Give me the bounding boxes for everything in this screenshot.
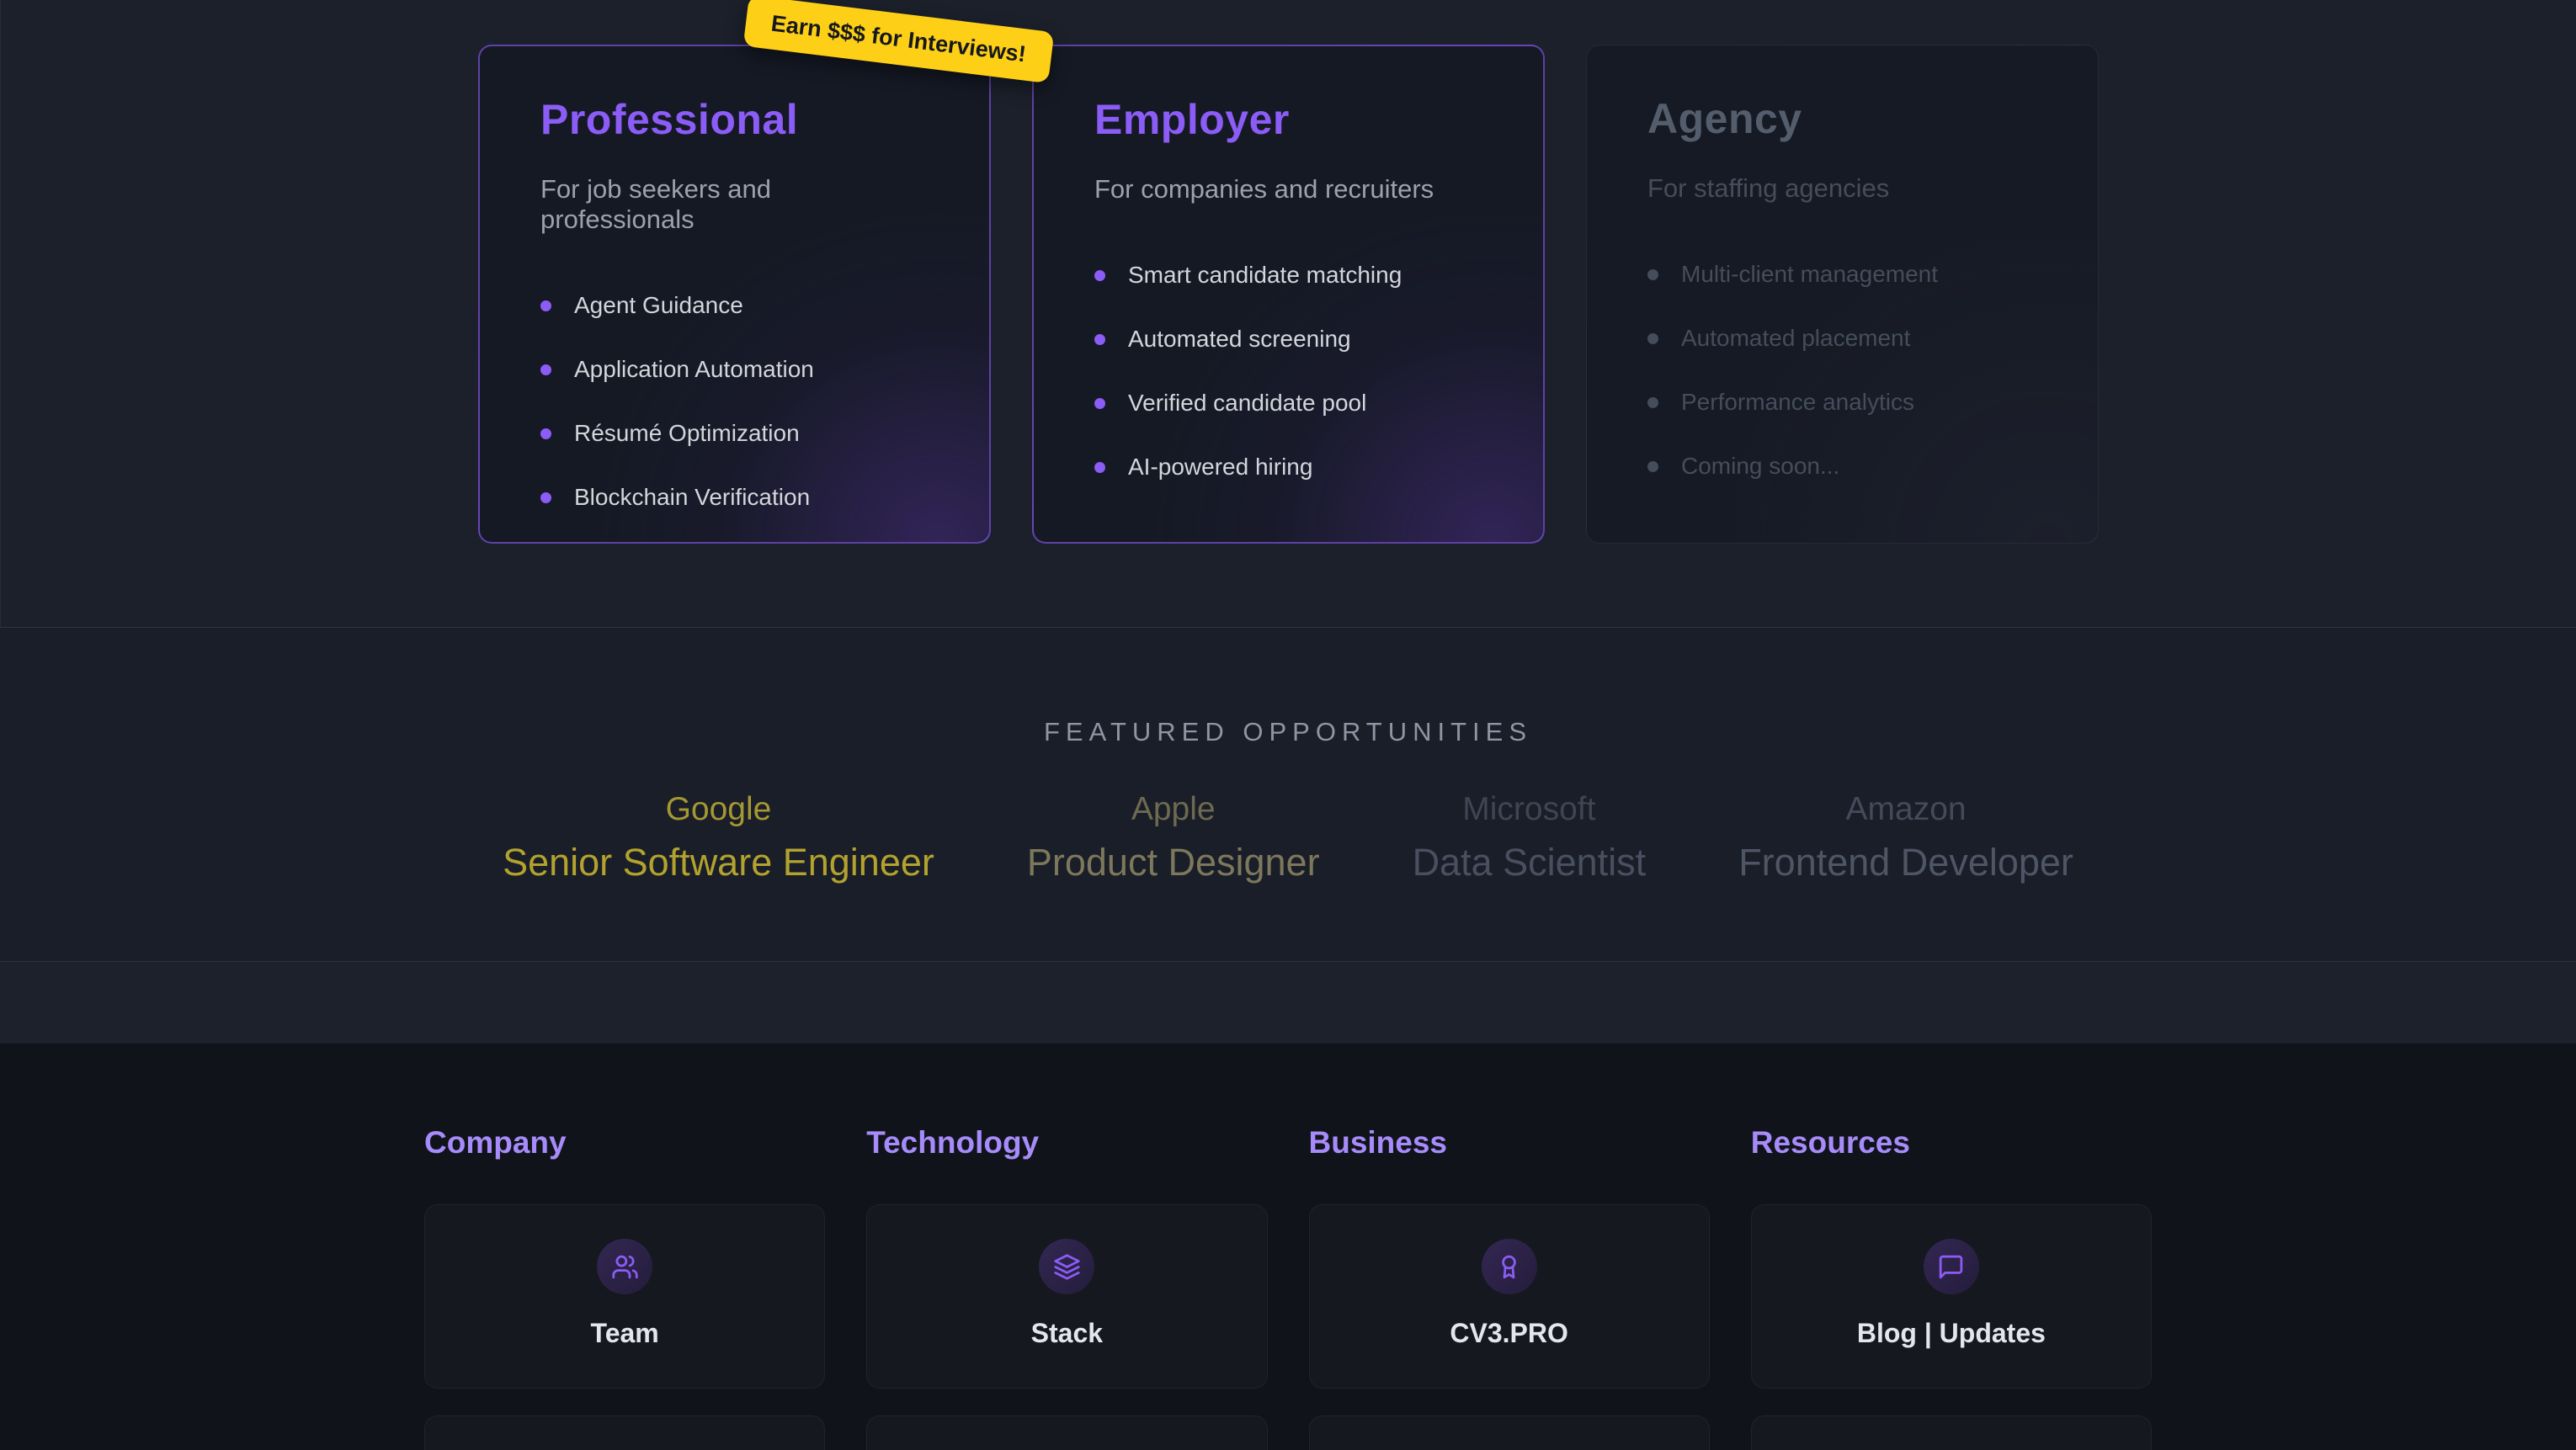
footer-column-company: Company Team [424, 1125, 826, 1450]
plan-card-agency: Agency For staffing agencies Multi-clien… [1586, 45, 2099, 544]
job-title: Data Scientist [1412, 841, 1647, 884]
footer-column-technology: Technology Stack [866, 1125, 1268, 1450]
bullet-dot-icon [540, 428, 551, 439]
plan-feature-item: Automated screening [1094, 326, 1482, 353]
plan-title: Professional [540, 96, 799, 143]
plan-feature-label: Agent Guidance [574, 292, 743, 318]
footer-grid: Company Team Technology Stack [424, 1125, 2152, 1450]
layers-icon [1039, 1239, 1095, 1294]
plan-feature-label: Verified candidate pool [1128, 390, 1367, 416]
featured-job-apple[interactable]: Apple Product Designer [1027, 791, 1320, 884]
featured-jobs-carousel: Google Senior Software Engineer Apple Pr… [0, 791, 2576, 884]
plan-feature-item: Application Automation [540, 356, 929, 383]
footer-column-resources: Resources Blog | Updates [1750, 1125, 2152, 1450]
footer-column-heading: Technology [866, 1125, 1040, 1160]
users-icon [597, 1239, 653, 1294]
footer-card-label: Blog | Updates [1856, 1318, 2046, 1348]
divider-band [0, 961, 2576, 1044]
plan-feature-item: Blockchain Verification [540, 484, 929, 511]
bullet-dot-icon [1094, 397, 1105, 409]
plan-feature-label: Smart candidate matching [1128, 262, 1402, 288]
plan-feature-item: Résumé Optimization [540, 420, 929, 447]
plan-card-employer[interactable]: Employer For companies and recruiters Sm… [1032, 45, 1545, 544]
bullet-dot-icon [540, 364, 551, 375]
featured-opportunities-section: FEATURED OPPORTUNITIES Google Senior Sof… [0, 627, 2576, 961]
bullet-dot-icon [1094, 269, 1105, 281]
plan-feature-item: Verified candidate pool [1094, 390, 1482, 417]
plan-feature-label: Coming soon... [1681, 453, 1840, 479]
plan-feature-label: Automated screening [1128, 326, 1351, 352]
footer-card-label: CV3.PRO [1450, 1318, 1568, 1348]
plan-feature-label: AI-powered hiring [1128, 454, 1313, 480]
featured-job-google[interactable]: Google Senior Software Engineer [503, 791, 934, 884]
job-company: Google [665, 791, 772, 827]
bullet-dot-icon [1647, 396, 1658, 408]
plans-row: Professional For job seekers and profess… [1, 0, 2576, 544]
footer-column-heading: Business [1308, 1125, 1448, 1160]
plan-feature-list: Agent Guidance Application Automation Ré… [540, 292, 929, 511]
plan-title: Employer [1094, 96, 1290, 143]
plan-subtitle: For job seekers and professionals [540, 174, 771, 234]
footer-card-partial[interactable] [866, 1415, 1268, 1450]
plan-feature-label: Performance analytics [1681, 389, 1915, 415]
job-title: Frontend Developer [1738, 841, 2073, 884]
featured-job-microsoft[interactable]: Microsoft Data Scientist [1413, 791, 1647, 884]
bullet-dot-icon [1094, 333, 1105, 345]
featured-job-amazon[interactable]: Amazon Frontend Developer [1738, 791, 2073, 884]
award-icon [1481, 1239, 1537, 1294]
plan-title: Agency [1647, 95, 1802, 142]
plan-subtitle: For companies and recruiters [1094, 174, 1434, 204]
plan-feature-label: Blockchain Verification [574, 484, 811, 510]
plan-feature-item: Smart candidate matching [1094, 262, 1482, 289]
plan-feature-item: Agent Guidance [540, 292, 929, 319]
job-title: Senior Software Engineer [503, 841, 934, 884]
site-footer: Company Team Technology Stack [0, 1044, 2576, 1450]
pricing-section: Earn $$$ for Interviews! Professional Fo… [0, 0, 2576, 627]
footer-card-partial[interactable] [424, 1415, 826, 1450]
footer-column-heading: Resources [1750, 1125, 1910, 1160]
plan-feature-item: Coming soon... [1647, 453, 2037, 480]
bullet-dot-icon [1647, 460, 1658, 472]
plan-feature-label: Application Automation [574, 356, 814, 382]
plan-feature-list: Smart candidate matching Automated scree… [1094, 262, 1482, 481]
plan-card-professional[interactable]: Professional For job seekers and profess… [478, 45, 991, 544]
plan-feature-list: Multi-client management Automated placem… [1647, 261, 2037, 480]
footer-column-heading: Company [424, 1125, 567, 1160]
job-title: Product Designer [1026, 841, 1320, 884]
footer-card-label: Stack [1030, 1318, 1104, 1348]
job-company: Apple [1131, 791, 1216, 827]
plan-feature-label: Automated placement [1681, 325, 1911, 351]
plan-feature-label: Résumé Optimization [574, 420, 800, 446]
job-company: Microsoft [1462, 791, 1596, 827]
bullet-dot-icon [1647, 332, 1658, 344]
bullet-dot-icon [540, 491, 551, 503]
footer-column-business: Business CV3.PRO [1308, 1125, 1710, 1450]
footer-card-cv3pro[interactable]: CV3.PRO [1308, 1204, 1710, 1389]
footer-card-label: Team [590, 1318, 659, 1348]
footer-card-team[interactable]: Team [424, 1204, 826, 1389]
bullet-dot-icon [540, 300, 551, 311]
featured-heading: FEATURED OPPORTUNITIES [1043, 717, 1532, 746]
plan-subtitle: For staffing agencies [1647, 173, 1890, 203]
job-company: Amazon [1845, 791, 1967, 827]
plan-feature-item: Performance analytics [1647, 389, 2037, 416]
footer-card-partial[interactable] [1750, 1415, 2152, 1450]
plan-feature-item: Multi-client management [1647, 261, 2037, 288]
footer-card-partial[interactable] [1308, 1415, 1710, 1450]
footer-card-blog[interactable]: Blog | Updates [1750, 1204, 2152, 1389]
plan-feature-item: Automated placement [1647, 325, 2037, 352]
bullet-dot-icon [1094, 461, 1105, 473]
footer-card-stack[interactable]: Stack [866, 1204, 1268, 1389]
message-icon [1923, 1239, 1979, 1294]
plan-feature-item: AI-powered hiring [1094, 454, 1482, 481]
plan-feature-label: Multi-client management [1681, 261, 1939, 287]
bullet-dot-icon [1647, 268, 1658, 280]
